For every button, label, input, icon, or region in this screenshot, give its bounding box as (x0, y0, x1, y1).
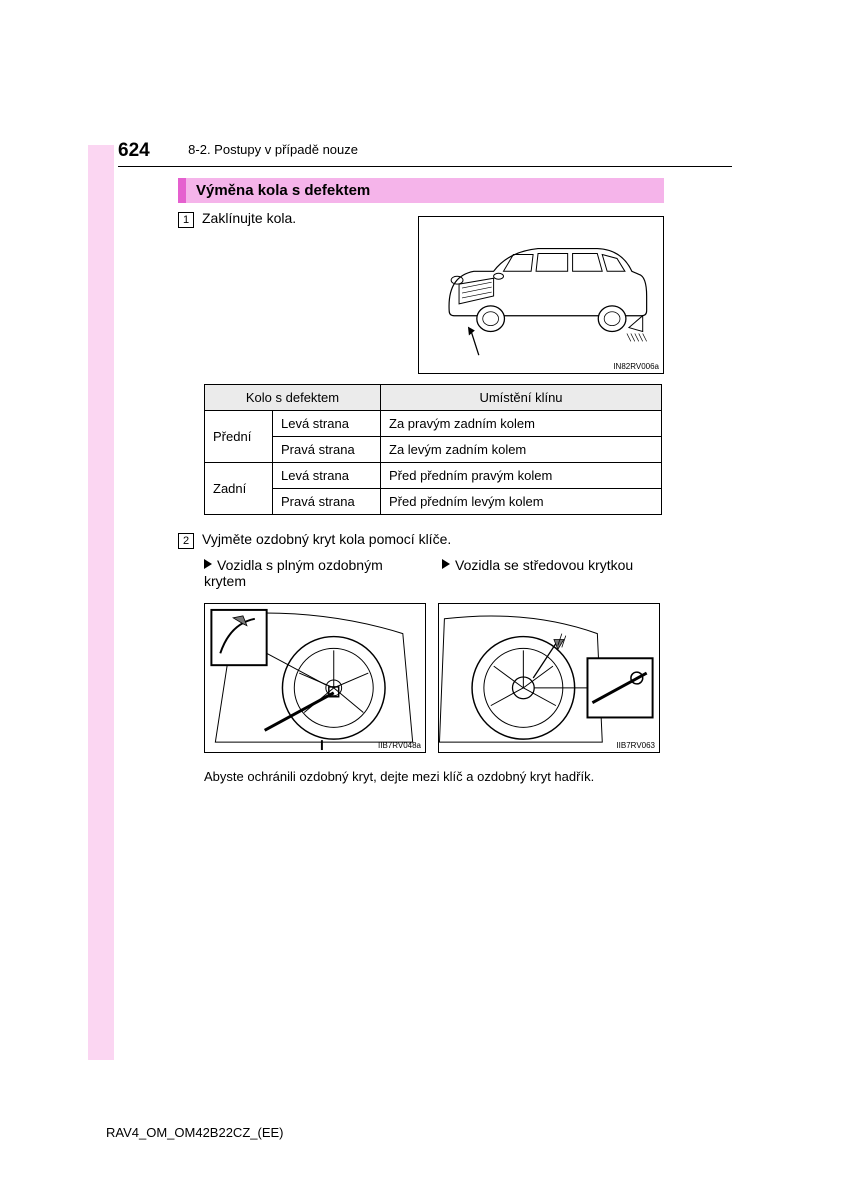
page-number: 624 (118, 140, 150, 162)
step-1-text: Zaklínujte kola. (202, 210, 296, 226)
wheel-svg-a (205, 604, 425, 752)
header-rule (118, 166, 732, 167)
step-2-text: Vyjměte ozdobný kryt kola pomocí klíče. (202, 531, 451, 547)
step-2: 2 Vyjměte ozdobný kryt kola pomocí klíče… (178, 531, 664, 784)
triangle-bullet-icon (204, 559, 212, 569)
figure-center-cap: IIB7RV063 (438, 603, 660, 753)
table-header-wheel: Kolo s defektem (205, 385, 381, 411)
step-number-box: 2 (178, 533, 194, 549)
sub-options: Vozidla s plným ozdobným krytem Vozidla … (204, 557, 664, 589)
table-row: Pravá strana Za levým zadním kolem (205, 437, 662, 463)
side-cell: Pravá strana (273, 437, 381, 463)
table-row: Zadní Levá strana Před předním pravým ko… (205, 463, 662, 489)
page-header: 624 8-2. Postupy v případě nouze (118, 140, 732, 167)
page-content: 1 Zaklínujte kola. (178, 210, 664, 784)
location-cell: Za pravým zadním kolem (381, 411, 662, 437)
option-b-text: Vozidla se středovou krytkou (455, 557, 633, 573)
car-svg (419, 217, 663, 373)
protective-cloth-note: Abyste ochránili ozdobný kryt, dejte mez… (204, 769, 664, 784)
wheel-cell: Přední (205, 411, 273, 463)
chapter-label: 8-2. Postupy v případě nouze (188, 142, 358, 157)
table-row: Pravá strana Před předním levým kolem (205, 489, 662, 515)
option-a: Vozidla s plným ozdobným krytem (204, 557, 426, 589)
side-cell: Levá strana (273, 463, 381, 489)
table-row: Přední Levá strana Za pravým zadním kole… (205, 411, 662, 437)
side-cell: Pravá strana (273, 489, 381, 515)
wheel-cell: Zadní (205, 463, 273, 515)
option-a-text: Vozidla s plným ozdobným krytem (204, 557, 383, 589)
location-cell: Před předním pravým kolem (381, 463, 662, 489)
page-tab-sidebar (88, 145, 114, 1060)
location-cell: Za levým zadním kolem (381, 437, 662, 463)
wheel-svg-b (439, 604, 659, 752)
figure-id: IN82RV006a (613, 362, 659, 371)
step-number-box: 1 (178, 212, 194, 228)
figure-id: IIB7RV048a (378, 741, 421, 750)
location-cell: Před předním levým kolem (381, 489, 662, 515)
figure-full-cover: IIB7RV048a (204, 603, 426, 753)
section-title: Výměna kola s defektem (178, 178, 664, 203)
wheel-chock-table: Kolo s defektem Umístění klínu Přední Le… (204, 384, 662, 515)
footer-document-code: RAV4_OM_OM42B22CZ_(EE) (106, 1125, 284, 1140)
table-header-location: Umístění klínu (381, 385, 662, 411)
triangle-bullet-icon (442, 559, 450, 569)
wheel-figures-row: IIB7RV048a (204, 603, 664, 753)
figure-id: IIB7RV063 (616, 741, 655, 750)
option-b: Vozidla se středovou krytkou (442, 557, 664, 589)
side-cell: Levá strana (273, 411, 381, 437)
car-illustration: IN82RV006a (418, 216, 664, 374)
